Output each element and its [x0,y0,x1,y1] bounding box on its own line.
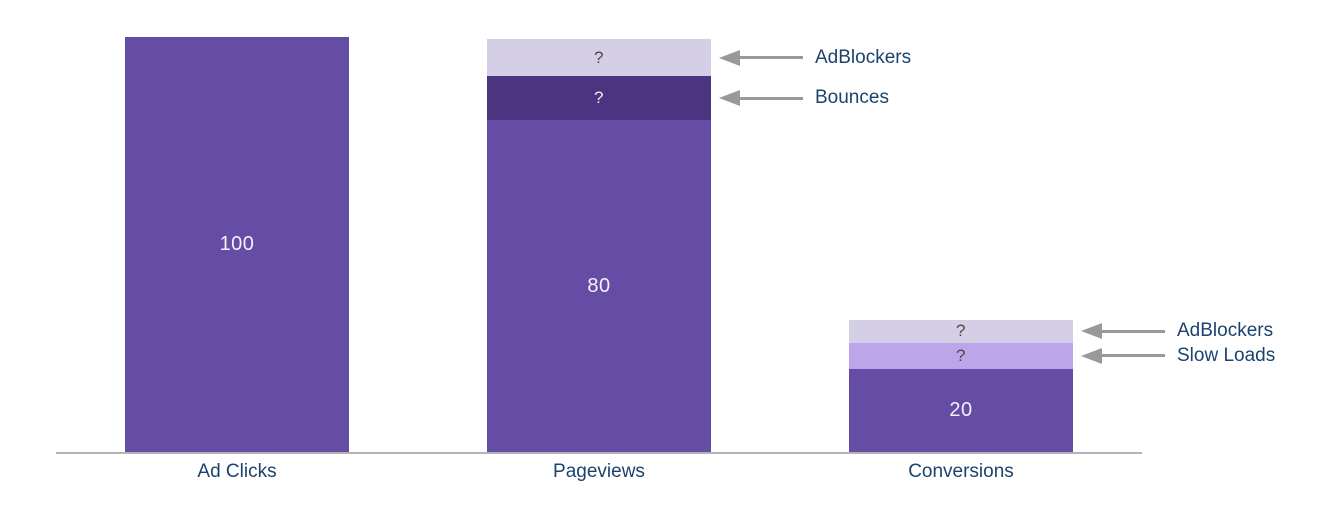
arrow-shaft [1102,329,1165,333]
left-arrow-icon [719,90,740,106]
segment-value-label-ad-clicks-main: 100 [219,233,255,255]
segment-value-label-slow-loads: ? [956,345,966,365]
annotation-bounces: Bounces [719,87,889,109]
segment-value-label-bounces: ? [594,87,604,107]
left-arrow-icon [1081,323,1102,340]
arrow-shaft [1102,354,1165,358]
annotation-label-adblockers-pageviews: AdBlockers [815,46,912,68]
category-label-conversions: Conversions [908,461,1014,482]
annotation-adblockers-conversions: AdBlockers [1081,320,1273,342]
category-label-ad-clicks: Ad Clicks [197,461,277,482]
annotation-label-bounces: Bounces [815,87,889,108]
segment-value-label-conversions-main: 20 [949,399,973,421]
bar-segment-adblockers-pageviews: ? [487,39,711,76]
arrow-shaft [740,56,803,60]
annotation-label-slow-loads: Slow Loads [1177,344,1276,366]
bar-segment-adblockers-conversions: ? [849,320,1073,343]
annotation-adblockers-pageviews: AdBlockers [719,47,911,69]
x-axis-line [56,452,1142,454]
bar-segment-ad-clicks-main: 100 [125,37,349,452]
bar-segment-bounces: ? [487,76,711,120]
segment-value-label-pageviews-main: 80 [587,274,611,297]
segment-value-label-adblockers-pageviews: ? [594,47,604,67]
left-arrow-icon [1081,347,1102,364]
left-arrow-icon [719,49,740,66]
segment-value-label-adblockers-conversions: ? [956,321,966,341]
annotation-label-adblockers-conversions: AdBlockers [1177,320,1274,342]
category-label-pageviews: Pageviews [553,461,645,482]
bar-segment-conversions-main: 20 [849,369,1073,452]
annotation-slow-loads: Slow Loads [1081,345,1275,367]
bar-segment-slow-loads: ? [849,342,1073,369]
bar-segment-pageviews-main: 80 [487,120,711,452]
arrow-shaft [740,96,803,100]
